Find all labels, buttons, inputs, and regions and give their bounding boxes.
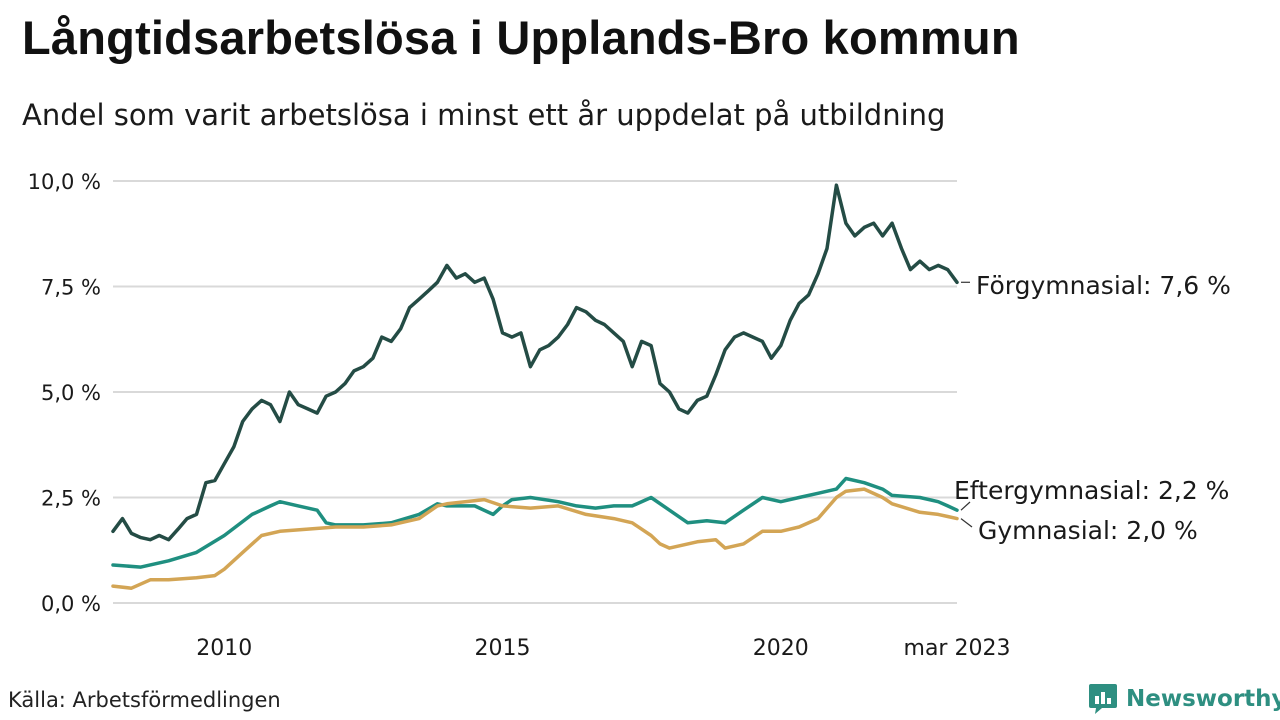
end-labels: Förgymnasial: 7,6 % Eftergymnasial: 2,2 %… [954, 271, 1231, 545]
brand-logo[interactable]: Newsworthy [1088, 682, 1280, 716]
x-tick-label: 2010 [196, 636, 252, 661]
source-note: Källa: Arbetsförmedlingen [8, 688, 281, 712]
series-line-eftergymnasial [111, 476, 959, 569]
y-tick-label: 0,0 % [41, 592, 101, 616]
chart-title: Långtidsarbetslösa i Upplands-Bro kommun [22, 11, 1020, 64]
chart-subtitle: Andel som varit arbetslösa i minst ett å… [22, 98, 946, 132]
y-tick-label: 2,5 % [41, 487, 101, 511]
gridlines [113, 180, 957, 604]
y-axis-ticks: 0,0 % 2,5 % 5,0 % 7,5 % 10,0 % [28, 170, 101, 616]
series-label-eftergymnasial: Eftergymnasial: 2,2 % [954, 476, 1229, 505]
series-line-gymnasial [111, 487, 959, 590]
x-tick-label: 2020 [753, 636, 809, 661]
series-label-gymnasial: Gymnasial: 2,0 % [978, 516, 1198, 545]
y-tick-label: 10,0 % [28, 170, 101, 194]
y-tick-label: 7,5 % [41, 276, 101, 300]
newsworthy-logo-icon [1089, 684, 1117, 714]
series-line-forgymnasial [111, 183, 959, 542]
series-lines [111, 183, 959, 590]
y-tick-label: 5,0 % [41, 381, 101, 405]
x-tick-label: 2015 [475, 636, 531, 661]
label-leader-gymnasial [960, 518, 973, 528]
x-tick-label: mar 2023 [904, 636, 1011, 661]
line-chart: 0,0 % 2,5 % 5,0 % 7,5 % 10,0 % 2010 2015 2020 m… [28, 170, 1231, 661]
series-label-forgymnasial: Förgymnasial: 7,6 % [976, 271, 1231, 300]
x-axis-ticks: 2010 2015 2020 mar 2023 [196, 636, 1010, 661]
brand-name: Newsworthy [1126, 686, 1280, 712]
label-leader-eftergymnasial [960, 501, 971, 511]
